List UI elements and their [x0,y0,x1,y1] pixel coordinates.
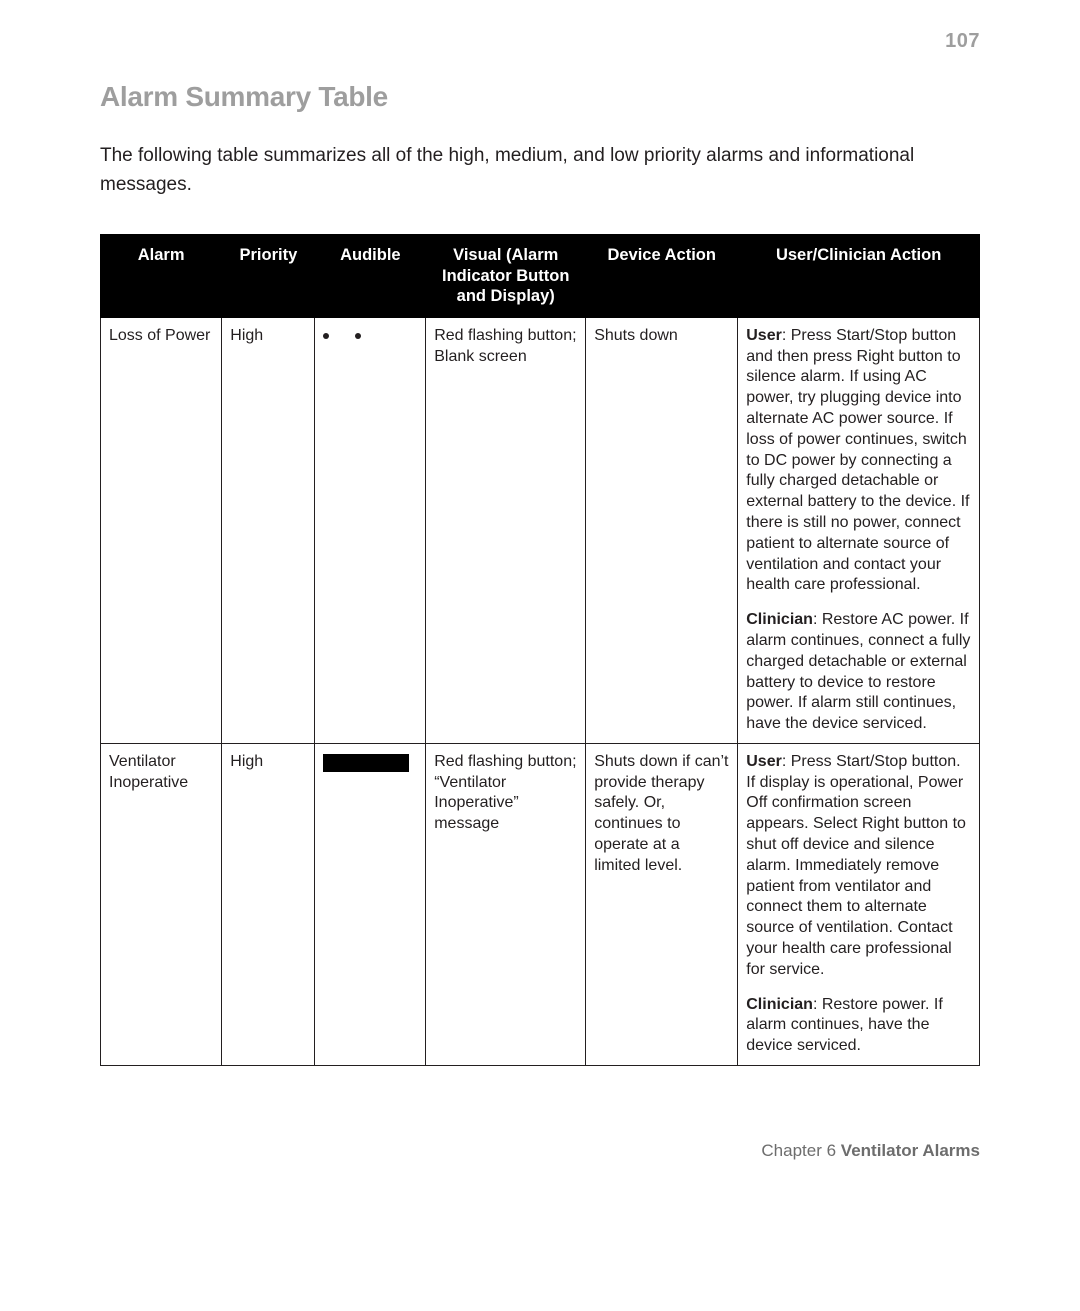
user-label: User [746,753,782,770]
footer-title: Ventilator Alarms [841,1141,980,1160]
audible-bar-icon [323,754,409,772]
clinician-label: Clinician [746,996,813,1013]
col-header-audible: Audible [315,234,426,317]
page-number: 107 [100,30,980,53]
cell-alarm: Ventilator Inoperative [101,743,222,1065]
clinician-action-block: Clinician: Restore power. If alarm conti… [746,995,971,1057]
user-label: User [746,327,782,344]
table-header-row: Alarm Priority Audible Visual (Alarm Ind… [101,234,980,317]
table-row: Ventilator Inoperative High Red flashing… [101,743,980,1065]
page-footer: Chapter 6 Ventilator Alarms [761,1141,980,1161]
col-header-priority: Priority [222,234,315,317]
user-action-block: User: Press Start/Stop button and then p… [746,326,971,596]
cell-priority: High [222,743,315,1065]
cell-action: User: Press Start/Stop button and then p… [738,317,980,743]
table-row: Loss of Power High Red flashing button; … [101,317,980,743]
cell-device: Shuts down [586,317,738,743]
cell-device: Shuts down if can’t provide therapy safe… [586,743,738,1065]
user-action-text: : Press Start/Stop button. If display is… [746,753,966,978]
audible-dot-icon [323,333,329,339]
user-action-text: : Press Start/Stop button and then press… [746,327,969,594]
cell-visual: Red flashing button; Blank screen [426,317,586,743]
col-header-alarm: Alarm [101,234,222,317]
audible-dot-icon [355,333,361,339]
cell-visual: Red flashing button; “Ventilator Inopera… [426,743,586,1065]
cell-priority: High [222,317,315,743]
clinician-action-block: Clinician: Restore AC power. If alarm co… [746,610,971,735]
intro-paragraph: The following table summarizes all of th… [100,141,980,200]
clinician-label: Clinician [746,611,813,628]
col-header-action: User/Clinician Action [738,234,980,317]
cell-audible [315,317,426,743]
col-header-device: Device Action [586,234,738,317]
page-title: Alarm Summary Table [100,81,980,113]
page-container: 107 Alarm Summary Table The following ta… [0,0,1080,1066]
alarm-summary-table: Alarm Priority Audible Visual (Alarm Ind… [100,234,980,1066]
cell-audible [315,743,426,1065]
clinician-action-text: : Restore AC power. If alarm continues, … [746,611,970,732]
col-header-visual: Visual (Alarm Indicator Button and Displ… [426,234,586,317]
cell-alarm: Loss of Power [101,317,222,743]
footer-chapter: Chapter 6 [761,1141,840,1160]
cell-action: User: Press Start/Stop button. If displa… [738,743,980,1065]
user-action-block: User: Press Start/Stop button. If displa… [746,752,971,981]
